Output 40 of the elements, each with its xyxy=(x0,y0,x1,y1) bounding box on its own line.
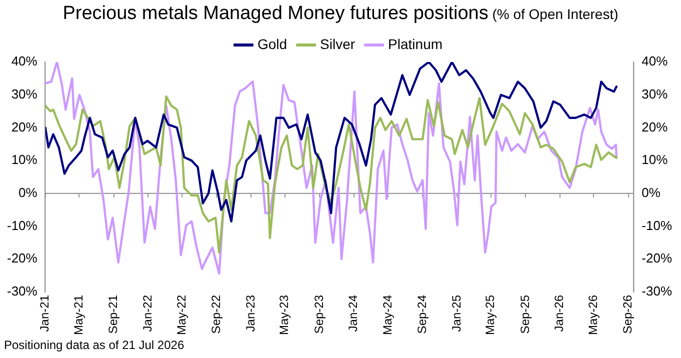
x-tick-label: May-26 xyxy=(586,294,600,335)
legend-label: Gold xyxy=(257,36,288,52)
x-tick-label: Sep-22 xyxy=(208,294,223,334)
x-tick-label: Jan-21 xyxy=(38,294,52,332)
x-tick-label: Sep-23 xyxy=(312,294,326,334)
x-tick-label: Jan-22 xyxy=(140,294,154,332)
y-tick-label: 20% xyxy=(11,119,38,134)
x-tick-label: May-24 xyxy=(380,294,394,335)
x-tick-label: May-21 xyxy=(71,294,86,335)
x-tick-label: May-22 xyxy=(174,294,188,335)
y-tick-label: 10% xyxy=(11,152,38,168)
chart-title: Precious metals Managed Money futures positions xyxy=(62,3,488,24)
x-tick-label: Jan-24 xyxy=(346,294,360,332)
text: Positioning data as of 21 Jul 2026 xyxy=(4,338,184,352)
legend-label: Platinum xyxy=(388,36,443,52)
x-tick-label: May-25 xyxy=(483,294,498,335)
y2-tick-label: -10% xyxy=(642,218,672,233)
y2-tick-label: 30% xyxy=(642,86,668,102)
y-tick-label: 40% xyxy=(11,54,38,69)
y-tick-label: -20% xyxy=(6,250,38,266)
x-tick-label: Jan-25 xyxy=(449,294,464,332)
x-tick-label: Jan-23 xyxy=(243,294,258,332)
y-tick-label: -30% xyxy=(6,284,38,299)
y2-tick-label: 0% xyxy=(642,185,661,200)
y2-tick-label: -30% xyxy=(642,284,672,299)
legend-label: Silver xyxy=(320,36,356,52)
y2-tick-label: -20% xyxy=(642,250,672,266)
y2-tick-label: 10% xyxy=(642,152,668,168)
chart-subtitle: (% of Open Interest) xyxy=(491,6,618,22)
y-tick-label: -10% xyxy=(6,218,38,233)
x-tick-label: Sep-24 xyxy=(414,294,429,334)
x-tick-label: May-23 xyxy=(277,294,292,335)
y2-tick-label: 20% xyxy=(642,119,668,134)
x-tick-label: Sep-26 xyxy=(620,294,635,334)
y2-tick-label: 40% xyxy=(642,54,668,69)
x-tick-label: Sep-21 xyxy=(106,294,120,334)
y-tick-label: 30% xyxy=(11,86,38,102)
x-tick-label: Sep-25 xyxy=(518,294,532,334)
y-tick-label: 0% xyxy=(18,185,38,200)
x-tick-label: Jan-26 xyxy=(552,294,566,332)
